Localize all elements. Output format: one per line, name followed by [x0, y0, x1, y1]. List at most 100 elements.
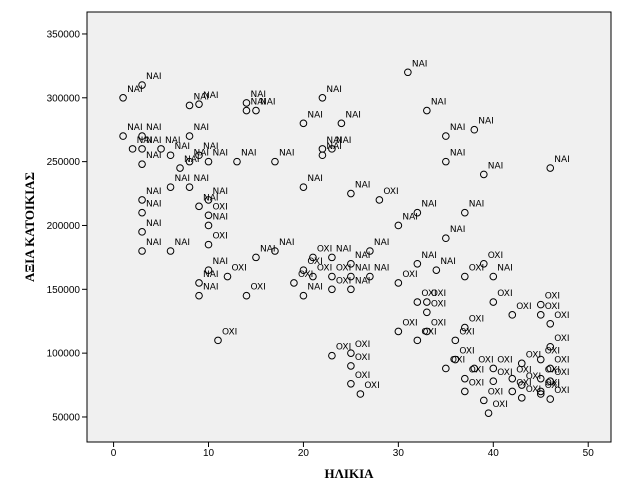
point	[318, 93, 327, 102]
point	[299, 119, 308, 128]
point-label: OXI	[545, 302, 560, 312]
point-label: OXI	[355, 353, 370, 363]
y-tick-label: 150000	[47, 285, 81, 296]
point-label: NAI	[194, 123, 210, 133]
point	[461, 323, 469, 332]
point-label: OXI	[459, 347, 474, 357]
point-label: OXI	[497, 289, 512, 299]
point	[413, 259, 422, 268]
point-label: OXI	[469, 378, 484, 388]
x-tick-label: 0	[111, 448, 117, 459]
point-label: NAI	[421, 200, 437, 210]
point	[546, 342, 555, 351]
point	[166, 247, 175, 255]
point	[328, 253, 336, 262]
point-label: OXI	[431, 299, 446, 309]
point-label: OXI	[488, 387, 503, 397]
point	[442, 132, 450, 140]
point-label: NAI	[421, 251, 437, 261]
point-label: OXI	[545, 347, 560, 357]
point	[195, 279, 203, 287]
point-label: NAI	[450, 123, 466, 133]
point-label: NAI	[146, 72, 162, 82]
point-label: NAI	[336, 136, 352, 146]
point	[423, 298, 431, 306]
point	[479, 396, 488, 405]
point	[176, 164, 184, 172]
point-label: OXI	[431, 318, 446, 328]
point	[536, 390, 545, 398]
point-label: NAI	[554, 155, 570, 165]
point-label: NAI	[345, 110, 361, 120]
point	[185, 132, 194, 140]
point	[185, 101, 194, 110]
point-label: NAI	[478, 117, 494, 127]
point-label: NAI	[260, 244, 276, 254]
point-label: OXI	[450, 355, 465, 365]
point-label: OXI	[469, 366, 484, 376]
point	[546, 364, 555, 373]
point-label: OXI	[336, 343, 351, 353]
y-tick-label: 250000	[47, 157, 81, 168]
point	[185, 157, 194, 166]
point	[328, 351, 336, 360]
y-tick-label: 100000	[47, 349, 81, 360]
point	[508, 374, 517, 383]
point	[536, 387, 545, 396]
point	[347, 362, 355, 370]
point-label: NAI	[203, 283, 219, 293]
point	[347, 379, 355, 388]
point	[299, 183, 308, 191]
point-label: NAI	[307, 283, 323, 293]
point-label: OXI	[554, 355, 569, 365]
point	[337, 119, 346, 128]
point	[461, 272, 469, 281]
point-label: OXI	[488, 251, 503, 261]
point-label: NAI	[203, 91, 219, 101]
point	[546, 395, 555, 403]
point	[204, 240, 213, 249]
point-label: NAI	[279, 149, 295, 159]
point-label: NAI	[336, 244, 352, 254]
point	[461, 387, 469, 396]
point-label: OXI	[298, 270, 313, 280]
point	[204, 157, 213, 166]
point-label: NAI	[355, 181, 371, 191]
point-label: NAI	[431, 98, 447, 108]
point	[119, 93, 127, 102]
point-label: OXI	[497, 355, 512, 365]
point	[423, 327, 431, 336]
point-label: OXI	[545, 366, 560, 376]
point-label: OXI	[355, 340, 370, 350]
point-label: NAI	[260, 98, 276, 108]
point-label: NAI	[402, 212, 418, 222]
x-axis-title: ΗΛΙΚΙΑ	[324, 466, 374, 481]
point	[442, 234, 450, 243]
point	[204, 211, 213, 220]
point	[404, 68, 412, 77]
point-label: NAI	[213, 187, 229, 197]
point-label: NAI	[307, 174, 323, 184]
point-label: NAI	[497, 264, 513, 274]
point	[195, 100, 203, 108]
x-tick-label: 10	[203, 448, 215, 459]
point-label: NAI	[488, 161, 504, 171]
point	[508, 311, 517, 319]
point	[328, 285, 336, 294]
point-label: OXI	[554, 334, 569, 344]
point	[138, 160, 146, 168]
point	[413, 208, 422, 217]
point	[517, 381, 526, 389]
point	[271, 247, 279, 255]
point-label: OXI	[554, 386, 569, 396]
point	[536, 300, 545, 309]
point-label: NAI	[213, 257, 229, 267]
point	[119, 132, 127, 140]
point-label: NAI	[469, 200, 485, 210]
point-label: NAI	[279, 238, 295, 248]
point	[442, 364, 450, 373]
point-label: NAI	[241, 149, 257, 159]
point	[347, 285, 355, 294]
point	[128, 145, 137, 153]
